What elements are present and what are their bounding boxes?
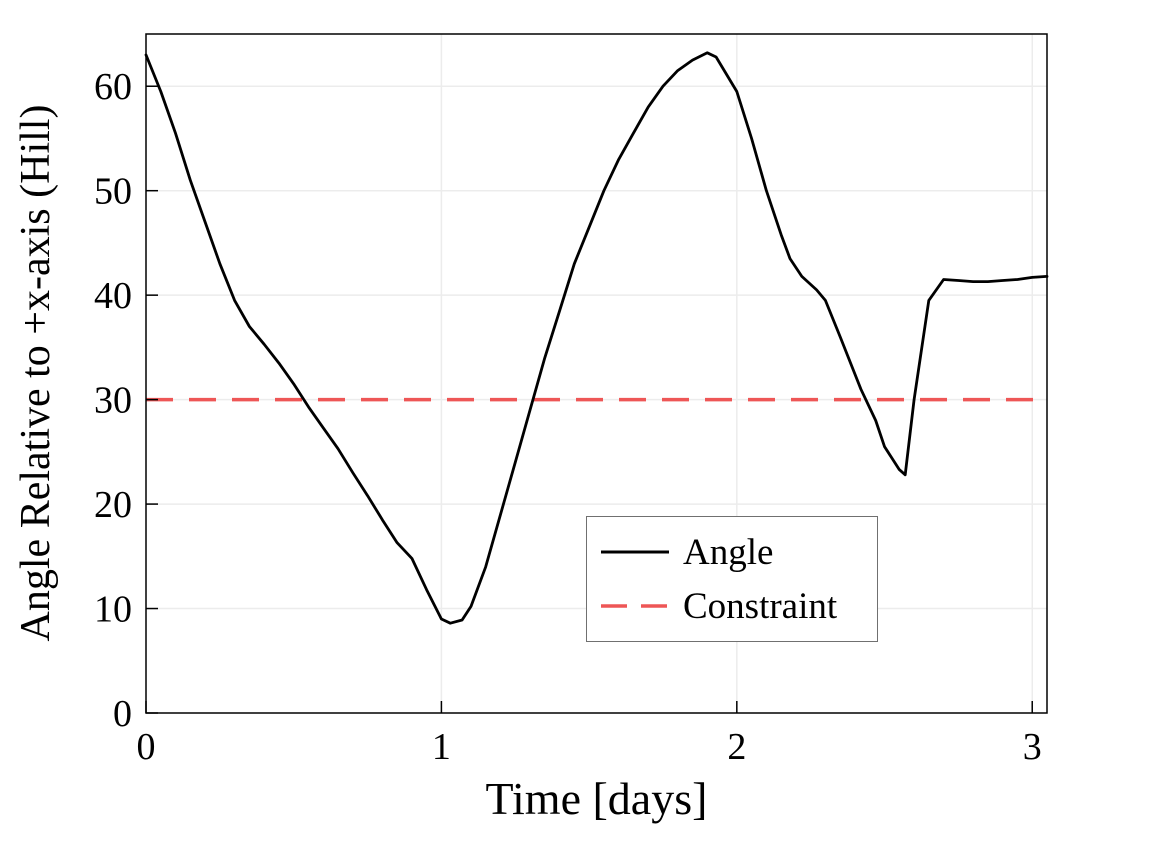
y-tick-label: 20 <box>94 484 132 526</box>
legend-label-constraint: Constraint <box>683 585 838 627</box>
x-axis-label: Time [days] <box>485 773 708 824</box>
y-tick-label: 50 <box>94 171 132 213</box>
angle-line <box>144 51 1049 625</box>
x-tick-label: 1 <box>432 726 451 768</box>
legend-entry-angle: Angle <box>601 525 863 579</box>
y-tick-label: 10 <box>94 589 132 631</box>
y-tick-label: 30 <box>94 380 132 422</box>
y-axis-label: Angle Relative to +x-axis (Hill) <box>13 104 59 642</box>
legend: Angle Constraint <box>586 516 878 642</box>
x-tick-label: 0 <box>137 726 156 768</box>
angle-line-sample <box>601 550 669 554</box>
legend-entry-constraint: Constraint <box>601 579 863 633</box>
y-tick-label: 40 <box>94 275 132 317</box>
x-tick-label: 3 <box>1023 726 1042 768</box>
y-tick-label: 0 <box>113 693 132 735</box>
x-tick-label: 2 <box>727 726 746 768</box>
constraint-line-sample <box>601 604 669 608</box>
legend-label-angle: Angle <box>683 531 774 573</box>
axes-box <box>145 33 1048 714</box>
y-tick-label: 60 <box>94 66 132 108</box>
